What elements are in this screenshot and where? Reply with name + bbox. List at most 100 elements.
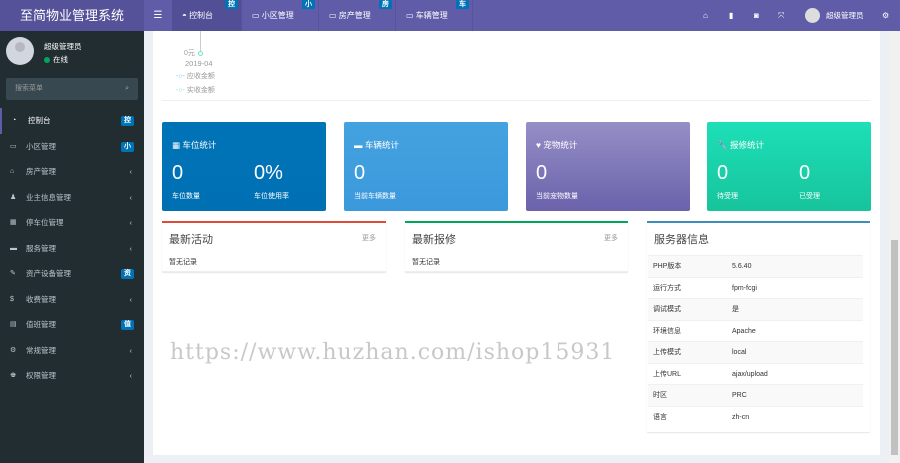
legend-marker-icon: -○- [176, 73, 187, 80]
sidebar-menu: ◔ 控制台 控 ▭ 小区管理 小 ⌂ 房产管理 ‹ ♟ 业主信息管理 ‹ ▦ 停车位管理 ‹ ▬ 服务管理 ‹ ✎ 资… [0, 108, 144, 389]
card-title: 报修统计 [729, 140, 764, 150]
chart-point [198, 51, 203, 56]
heart-icon: ♥ [536, 140, 544, 150]
row-value: 5.6.40 [732, 263, 752, 270]
box-title: 最新活动 [169, 234, 213, 246]
row-key: 环境信息 [653, 327, 681, 335]
tab-property[interactable]: ▭ 房产管理房 [319, 0, 396, 31]
table-row: 运行方式 fpm-fcgi [648, 276, 863, 299]
chevron-left-icon: ‹ [129, 371, 133, 380]
tab-badge: 车 [456, 0, 469, 9]
menu-icon: ◔ [12, 117, 17, 124]
repair-box: 最新报修 更多 暂无记录 [405, 221, 628, 272]
tab-badge: 控 [225, 0, 238, 9]
stat-label: 当前宠物数量 [536, 193, 578, 200]
table-row: 上传模式 local [648, 341, 863, 363]
table-row: 时区 PRC [648, 384, 863, 406]
sidebar-item[interactable]: $ 收费管理 ‹ [0, 287, 144, 313]
search-icon[interactable]: ⌕ [125, 85, 129, 92]
menu-badge: 资 [121, 269, 134, 279]
chevron-left-icon: ‹ [129, 192, 133, 202]
sidebar-item-label: 服务管理 [26, 243, 56, 253]
activity-box: 最新活动 更多 暂无记录 [162, 221, 386, 272]
tab-dashboard[interactable]: ◓ 控制台控 [172, 0, 242, 31]
stat-value: 0 [717, 162, 729, 184]
x-label: 2019-04 [185, 59, 213, 68]
server-info-table: PHP版本 5.6.40 运行方式 fpm-fcgi 调试模式 是环境信息 Apache 上传… [648, 255, 863, 427]
menu-badge: 小 [121, 141, 134, 152]
wrench-icon: 🔧 [717, 140, 730, 150]
online-dot-icon [44, 57, 50, 63]
stat-card: ♥ 宠物统计 0 当前宠物数量 [526, 122, 690, 211]
sidebar-item[interactable]: ◔ 控制台 控 [0, 108, 144, 134]
row-key: 上传URL [653, 370, 682, 378]
sidebar-item-label: 收费管理 [26, 294, 56, 304]
sidebar-item-label: 权限管理 [26, 371, 56, 380]
sidebar-item[interactable]: ♟ 业主信息管理 ‹ [0, 185, 144, 211]
fullscreen-icon[interactable]: ⤧ [778, 11, 785, 20]
sidebar-item[interactable]: ⚙ 常规管理 ‹ [0, 338, 144, 364]
menu-search-input[interactable]: 搜索菜单 ⌕ [6, 78, 138, 100]
chevron-left-icon: ‹ [129, 345, 133, 355]
top-header: 至简物业管理系统 ☰ ◓ 控制台控 ▭ 小区管理小 ▭ 房产管理房 ▭ 车辆管理… [0, 0, 900, 31]
box-title: 服务器信息 [654, 234, 709, 246]
sidebar-item[interactable]: ✎ 资产设备管理 资 [0, 261, 144, 287]
more-link[interactable]: 更多 [362, 235, 376, 242]
chevron-left-icon: ‹ [129, 294, 133, 304]
menu-icon: ▬ [10, 244, 17, 252]
sidebar-item[interactable]: ▭ 小区管理 小 [0, 134, 144, 160]
scrollbar-thumb[interactable] [891, 240, 898, 455]
sidebar-item[interactable]: ⌂ 房产管理 ‹ [0, 159, 144, 185]
menu-icon: ♚ [10, 372, 17, 379]
empty-text: 暂无记录 [169, 259, 197, 266]
menu-icon: ✎ [10, 270, 16, 277]
y-label: 0元 [184, 50, 195, 57]
tab-vehicle[interactable]: ▭ 车辆管理车 [396, 0, 473, 31]
stat-card: ▦ 车位统计 0 车位数量 0% 车位使用率 [162, 122, 326, 211]
row-value: Apache [732, 327, 756, 335]
dashboard-icon: ◓ [182, 11, 190, 20]
chevron-left-icon: ‹ [129, 243, 133, 253]
sidebar-item[interactable]: ▦ 停车位管理 ‹ [0, 210, 144, 236]
more-link[interactable]: 更多 [604, 235, 618, 242]
avatar[interactable] [805, 8, 820, 23]
row-value: zh-cn [732, 413, 750, 421]
stat-value: 0 [536, 162, 548, 184]
tab-community[interactable]: ▭ 小区管理小 [242, 0, 319, 31]
box-title: 最新报修 [412, 234, 456, 246]
menu-icon: ♟ [10, 193, 17, 201]
bars-icon[interactable]: ☰ [153, 10, 163, 21]
user-menu[interactable]: 超级管理员 [826, 11, 864, 20]
row-key: 时区 [653, 392, 667, 399]
menu-icon: $ [10, 295, 14, 303]
card-title: 车位统计 [182, 140, 217, 150]
sidebar-item[interactable]: ♚ 权限管理 ‹ [0, 363, 144, 389]
menu-icon: ▤ [10, 321, 17, 328]
refresh-icon[interactable]: ◙ [754, 11, 759, 20]
row-value: ajax/upload [732, 370, 768, 378]
menu-icon: ⚙ [10, 346, 17, 354]
sidebar-item-label: 房产管理 [26, 167, 56, 176]
stat-label: 已受理 [799, 193, 820, 200]
sidebar-item[interactable]: ▤ 值班管理 值 [0, 312, 144, 338]
tab-badge: 房 [379, 0, 392, 9]
sidebar-item-label: 资产设备管理 [26, 269, 71, 278]
sidebar-item-label: 停车位管理 [26, 218, 64, 227]
stat-value: 0 [354, 162, 366, 184]
sidebar-item-label: 值班管理 [26, 320, 56, 329]
sidebar-item[interactable]: ▬ 服务管理 ‹ [0, 236, 144, 262]
list-icon: ▭ [252, 11, 262, 20]
trash-icon[interactable]: ▮ [729, 11, 734, 20]
legend-received[interactable]: -○- 实收金额 [176, 87, 215, 94]
table-row: PHP版本 5.6.40 [648, 255, 863, 277]
stat-label: 当前车辆数量 [354, 193, 396, 200]
app-logo[interactable]: 至简物业管理系统 [0, 0, 144, 31]
legend-receivable[interactable]: -○- 应收金额 [176, 73, 215, 80]
row-key: PHP版本 [653, 263, 682, 270]
gears-icon[interactable]: ⚙ [882, 11, 890, 20]
stat-label: 车位数量 [172, 193, 200, 200]
parking-icon: ▦ [172, 140, 183, 150]
chevron-left-icon: ‹ [129, 167, 133, 176]
card-title: 车辆统计 [364, 140, 399, 150]
home-icon[interactable]: ⌂ [703, 11, 708, 20]
